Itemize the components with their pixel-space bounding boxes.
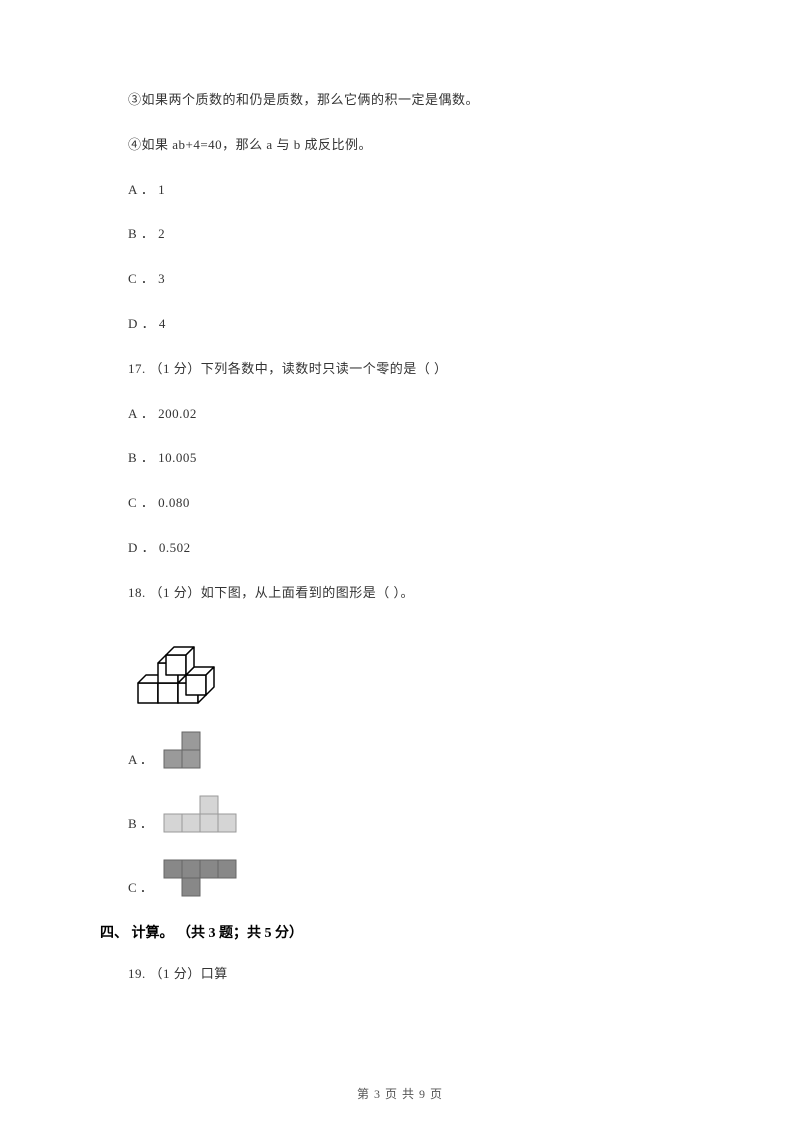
q16-option-c: C ． 3 — [100, 269, 700, 290]
page-footer: 第 3 页 共 9 页 — [0, 1085, 800, 1102]
q18-figure-3d — [100, 628, 700, 708]
q17-option-c: C ． 0.080 — [100, 493, 700, 514]
q16-option-d: D ． 4 — [100, 314, 700, 335]
q18-option-a-icon — [161, 730, 221, 772]
q18-stem: 18. （1 分）如下图，从上面看到的图形是（ ）。 — [100, 583, 700, 604]
q17-option-d: D ． 0.502 — [100, 538, 700, 559]
q17-stem: 17. （1 分）下列各数中，读数时只读一个零的是（ ） — [100, 359, 700, 380]
q18-option-b-label: B ． — [128, 813, 153, 836]
q18-option-c: C ． — [100, 858, 700, 900]
q17-option-a: A ． 200.02 — [100, 404, 700, 425]
q16-option-a: A ． 1 — [100, 180, 700, 201]
q18-option-b-icon — [161, 794, 251, 836]
statement-3: ③如果两个质数的和仍是质数，那么它俩的积一定是偶数。 — [100, 90, 700, 111]
page-content: ③如果两个质数的和仍是质数，那么它俩的积一定是偶数。 ④如果 ab+4=40，那… — [0, 0, 800, 1048]
q18-option-a: A ． — [100, 730, 700, 772]
q18-option-c-label: C ． — [128, 877, 153, 900]
cube-figure-icon — [128, 628, 248, 708]
q16-option-b: B ． 2 — [100, 224, 700, 245]
section-4-heading: 四、 计算。 （共 3 题；共 5 分） — [100, 922, 700, 942]
q19-stem: 19. （1 分）口算 — [100, 964, 700, 985]
q18-option-a-label: A ． — [128, 749, 153, 772]
q18-option-c-icon — [161, 858, 239, 900]
q18-option-b: B ． — [100, 794, 700, 836]
statement-4: ④如果 ab+4=40，那么 a 与 b 成反比例。 — [100, 135, 700, 156]
q17-option-b: B ． 10.005 — [100, 448, 700, 469]
